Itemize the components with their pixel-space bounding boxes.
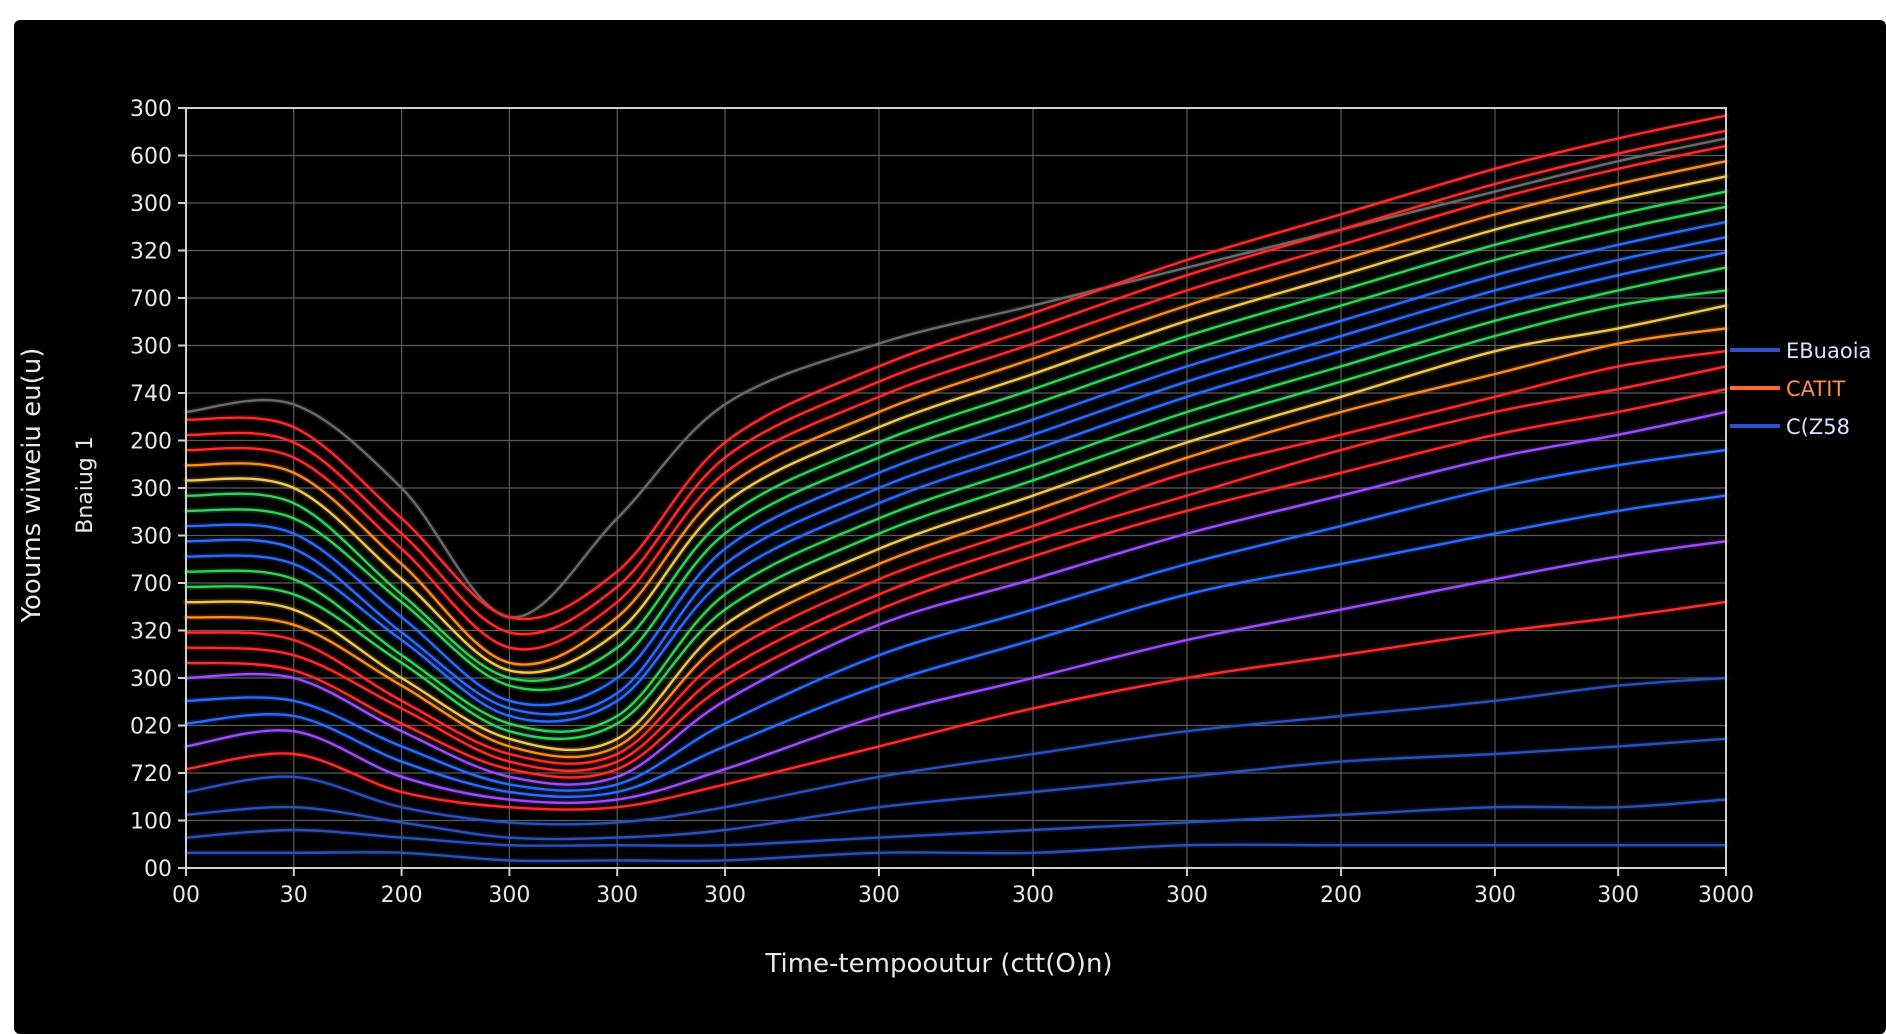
x-tick-label: 300 bbox=[596, 883, 638, 908]
x-tick-label: 3000 bbox=[1698, 883, 1754, 908]
tick-layer: 00 100 720 020 300 320 700 300 300 200 740 300 700 32… bbox=[130, 97, 1754, 908]
x-tick-label: 300 bbox=[1597, 883, 1639, 908]
series-line bbox=[184, 175, 1728, 674]
series-line bbox=[184, 289, 1728, 741]
y-tick-label: 600 bbox=[130, 145, 172, 170]
y-tick-label: 300 bbox=[130, 525, 172, 550]
legend-label: EBuaoia bbox=[1786, 339, 1871, 363]
x-tick-label: 300 bbox=[704, 883, 746, 908]
series-line bbox=[184, 737, 1728, 841]
y-tick-label: 320 bbox=[130, 240, 172, 265]
y-tick-label: 020 bbox=[130, 715, 172, 740]
series-line bbox=[184, 205, 1728, 692]
series-line bbox=[184, 350, 1728, 765]
series-layer bbox=[183, 112, 1729, 864]
series-line bbox=[184, 798, 1728, 847]
series-line bbox=[184, 129, 1728, 636]
x-tick-label: 300 bbox=[488, 883, 530, 908]
y-axis-title: Yooums wiweiu eu(u) bbox=[17, 348, 47, 624]
series-line bbox=[184, 144, 1728, 651]
chart-frame: 00 100 720 020 300 320 700 300 300 200 740 300 700 32… bbox=[14, 20, 1886, 1034]
series-line bbox=[184, 494, 1728, 799]
series-line bbox=[184, 365, 1728, 772]
x-axis-title: Time-tempooutur (ctt(O)n) bbox=[764, 949, 1112, 979]
y-tick-label: 300 bbox=[130, 335, 172, 360]
legend-label: CATIT bbox=[1786, 377, 1845, 401]
x-tick-label: 300 bbox=[1166, 883, 1208, 908]
series-line bbox=[184, 190, 1728, 682]
series-line bbox=[184, 304, 1728, 752]
series-line bbox=[184, 843, 1728, 863]
y-tick-label: 300 bbox=[130, 477, 172, 502]
y-tick-label: 320 bbox=[130, 620, 172, 645]
series-line bbox=[184, 410, 1728, 786]
x-tick-label: 200 bbox=[381, 883, 423, 908]
series-line bbox=[184, 600, 1728, 811]
series-line bbox=[184, 114, 1728, 621]
series-line bbox=[184, 220, 1728, 707]
x-tick-label: 300 bbox=[858, 883, 900, 908]
series-line bbox=[184, 327, 1728, 759]
y-tick-label: 700 bbox=[130, 572, 172, 597]
y-tick-label: 700 bbox=[130, 287, 172, 312]
y-tick-label: 100 bbox=[130, 810, 172, 835]
y-tick-label: 720 bbox=[130, 762, 172, 787]
series-line bbox=[184, 137, 1728, 619]
series-line bbox=[184, 236, 1728, 716]
x-tick-label: 30 bbox=[280, 883, 308, 908]
y-axis-title-secondary: Bnaiug 1 bbox=[73, 436, 98, 534]
series-line bbox=[184, 266, 1728, 733]
x-tick-label: 300 bbox=[1474, 883, 1516, 908]
x-tick-label: 00 bbox=[172, 883, 200, 908]
series-line bbox=[184, 251, 1728, 723]
chart-svg: 00 100 720 020 300 320 700 300 300 200 740 300 700 32… bbox=[17, 97, 1871, 979]
y-tick-label: 00 bbox=[144, 857, 172, 882]
series-line bbox=[184, 676, 1728, 826]
y-tick-label: 200 bbox=[130, 430, 172, 455]
y-tick-label: 740 bbox=[130, 382, 172, 407]
y-tick-label: 300 bbox=[130, 97, 172, 122]
series-line bbox=[184, 160, 1728, 666]
y-tick-label: 300 bbox=[130, 667, 172, 692]
series-line bbox=[184, 540, 1728, 805]
legend: EBuaoia CATIT C(Z58 bbox=[1730, 339, 1871, 439]
y-tick-label: 300 bbox=[130, 192, 172, 217]
legend-label: C(Z58 bbox=[1786, 415, 1850, 439]
x-tick-label: 300 bbox=[1012, 883, 1054, 908]
series-line bbox=[184, 388, 1728, 779]
x-tick-label: 200 bbox=[1320, 883, 1362, 908]
series-line bbox=[184, 448, 1728, 792]
